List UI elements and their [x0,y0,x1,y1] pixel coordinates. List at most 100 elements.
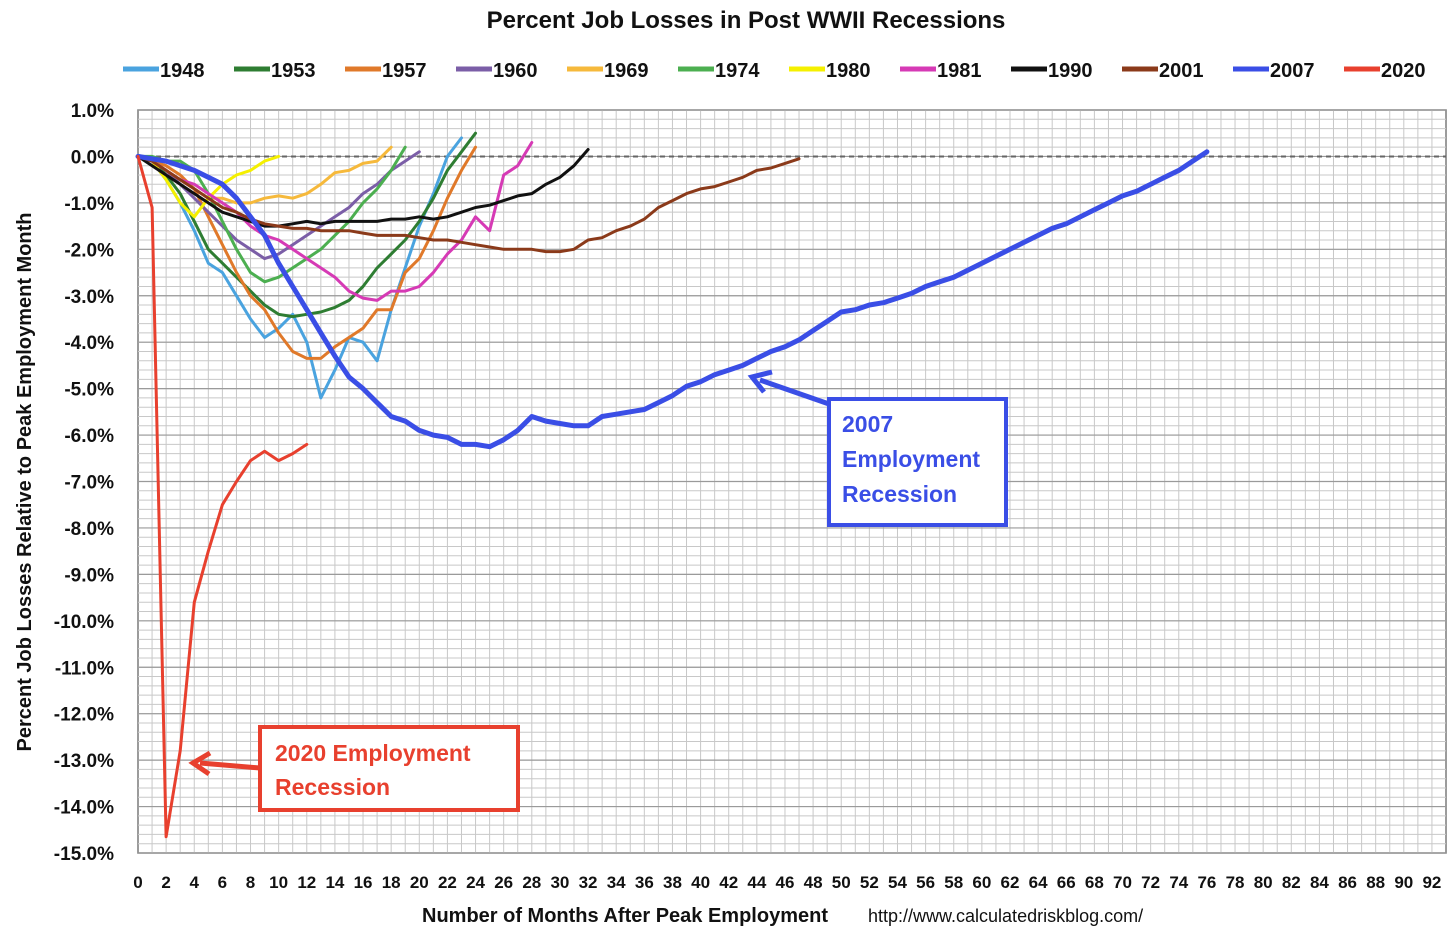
legend-label: 1969 [604,60,649,82]
x-tick-label: 84 [1310,873,1329,892]
y-tick-label: -6.0% [64,426,114,447]
x-tick-label: 86 [1338,873,1357,892]
x-tick-label: 18 [382,873,401,892]
legend-item-1960: 1960 [456,60,538,82]
x-tick-label: 48 [804,873,823,892]
x-tick-label: 4 [190,873,200,892]
annotation-2007-arrow [759,377,830,407]
legend-label: 1953 [271,60,316,82]
x-tick-label: 82 [1282,873,1301,892]
x-tick-label: 28 [522,873,541,892]
x-tick-label: 6 [218,873,227,892]
annotation-2020-line2: Recession [275,774,390,800]
source-url: http://www.calculatedriskblog.com/ [868,906,1143,926]
x-tick-label: 16 [354,873,373,892]
y-tick-label: -15.0% [54,844,114,865]
y-tick-label: -4.0% [64,333,114,354]
legend-item-2001: 2001 [1122,60,1204,82]
y-tick-label: 0.0% [71,147,114,168]
y-tick-label: -11.0% [55,658,114,679]
legend-label: 2007 [1270,60,1315,82]
annotation-2020: 2020 Employment Recession [188,725,520,812]
y-axis-ticks: 1.0% 0.0% -1.0% -2.0% -3.0% -4.0% -5.0% -6.0% -7… [54,101,114,865]
x-tick-label: 44 [747,873,766,892]
legend: 1948 1953 1957 1960 1969 1974 1980 1981 1990 2001… [123,60,1426,82]
y-tick-label: -12.0% [54,705,114,726]
x-tick-label: 52 [860,873,879,892]
y-tick-label: 1.0% [71,101,114,122]
x-tick-label: 30 [550,873,569,892]
annotation-2007-line1: 2007 [842,411,893,437]
y-tick-label: -9.0% [64,565,114,586]
series-line-1990 [136,148,590,228]
y-tick-label: -13.0% [54,751,114,772]
legend-label: 2001 [1159,60,1204,82]
legend-item-2007: 2007 [1233,60,1315,82]
x-tick-label: 36 [635,873,654,892]
x-tick-label: 8 [246,873,255,892]
x-tick-label: 34 [607,873,626,892]
series-line-2007 [135,149,1210,450]
legend-item-1990: 1990 [1011,60,1093,82]
x-tick-label: 62 [1001,873,1020,892]
x-tick-label: 74 [1169,873,1188,892]
x-tick-label: 42 [719,873,738,892]
x-tick-label: 22 [438,873,457,892]
y-tick-label: -14.0% [54,798,114,819]
y-tick-label: -1.0% [64,194,114,215]
annotation-2020-arrowhead [188,750,212,777]
x-tick-label: 32 [579,873,598,892]
series-lines [135,131,1210,839]
x-tick-label: 46 [776,873,795,892]
legend-label: 1957 [382,60,427,82]
x-tick-label: 26 [494,873,513,892]
annotation-2007: 2007 Employment Recession [747,369,1008,527]
x-tick-label: 88 [1366,873,1385,892]
annotation-2020-line1: 2020 Employment [275,740,471,766]
legend-item-1981: 1981 [900,60,982,82]
x-tick-label: 20 [410,873,429,892]
legend-item-1969: 1969 [567,60,649,82]
x-tick-label: 10 [269,873,288,892]
series-line-2001 [136,154,801,254]
annotation-2020-arrow [199,760,261,771]
x-tick-label: 40 [691,873,710,892]
legend-item-2020: 2020 [1344,60,1426,82]
legend-label: 1980 [826,60,871,82]
legend-label: 1981 [937,60,982,82]
x-tick-label: 0 [133,873,142,892]
annotations: 2007 Employment Recession 2020 Employmen… [188,369,1008,812]
series-line-1974 [136,145,407,284]
legend-label: 1974 [715,60,760,82]
x-tick-label: 90 [1394,873,1413,892]
series-line-2020 [136,154,309,839]
x-tick-label: 56 [916,873,935,892]
x-tick-label: 38 [663,873,682,892]
x-tick-label: 92 [1422,873,1441,892]
x-axis-ticks: 0 2 4 6 8 10 12 14 16 18 20 22 24 26 28 30 32 34 36 38 40 42 4… [133,873,1441,892]
x-tick-label: 68 [1085,873,1104,892]
legend-label: 2020 [1381,60,1426,82]
x-tick-label: 2 [161,873,170,892]
y-tick-label: -2.0% [64,240,114,261]
x-tick-label: 58 [944,873,963,892]
x-tick-label: 66 [1057,873,1076,892]
legend-item-1948: 1948 [123,60,205,82]
y-tick-label: -10.0% [54,612,114,633]
y-tick-label: -7.0% [64,473,114,494]
chart-title: Percent Job Losses in Post WWII Recessio… [487,7,1006,34]
x-tick-label: 64 [1029,873,1048,892]
y-axis-label: Percent Job Losses Relative to Peak Empl… [14,212,36,751]
x-tick-label: 50 [832,873,851,892]
legend-item-1980: 1980 [789,60,871,82]
x-tick-label: 14 [325,873,344,892]
legend-label: 1990 [1048,60,1093,82]
y-tick-label: -5.0% [64,380,114,401]
annotation-2007-line3: Recession [842,481,957,507]
x-tick-label: 54 [888,873,907,892]
x-tick-label: 12 [297,873,316,892]
y-tick-label: -8.0% [64,519,114,540]
x-tick-label: 76 [1197,873,1216,892]
x-tick-label: 60 [972,873,991,892]
